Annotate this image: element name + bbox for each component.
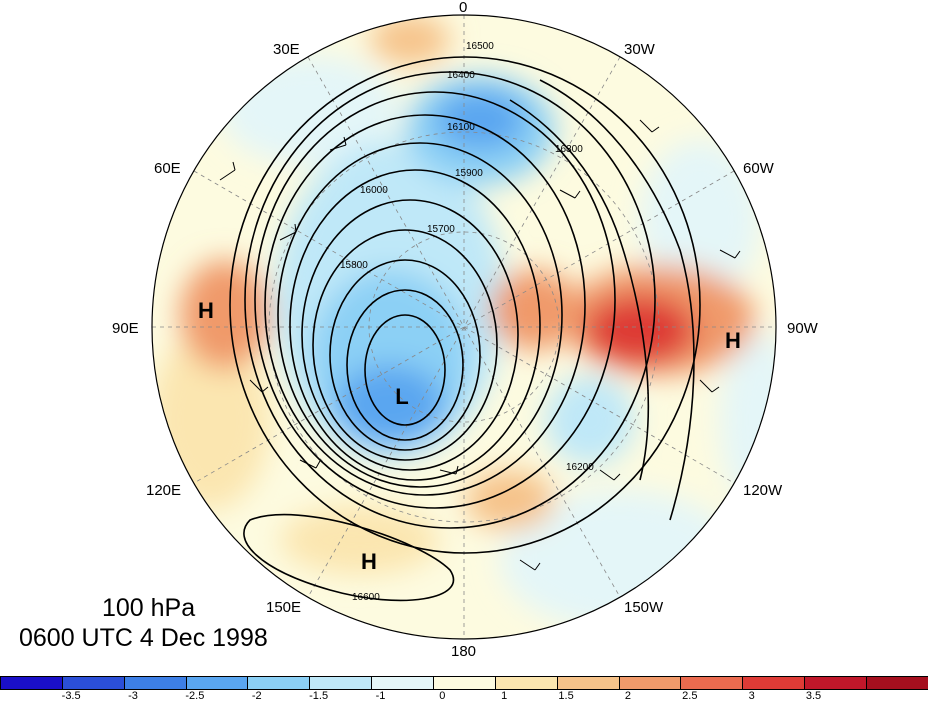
map-boundary (151, 14, 777, 640)
contour-label: 15700 (427, 224, 455, 235)
lon-label-60e: 60E (154, 160, 181, 177)
contour-label: 16400 (447, 70, 475, 81)
pressure-level-title: 100 hPa (102, 594, 196, 622)
contour-label: 15800 (340, 260, 368, 271)
colorbar-tick-label: -2 (251, 690, 262, 702)
lon-label-30e: 30E (273, 41, 300, 58)
colorbar-tick-label: 1.5 (558, 690, 574, 702)
lon-label-30w: 30W (624, 41, 655, 58)
colorbar-swatch (618, 677, 681, 689)
colorbar-ticks: -3.5 -3 -2.5 -2 -1.5 -1 0 1 1.5 2 2.5 3 3.5 (0, 690, 928, 702)
colorbar-tick-label: -1.5 (309, 690, 329, 702)
colorbar-tick-label: 2.5 (682, 690, 698, 702)
colorbar-tick-label: 1 (501, 690, 508, 702)
high-center-north-america: H (725, 328, 741, 353)
lon-label-90e: 90E (112, 320, 139, 337)
colorbar-swatch (866, 677, 928, 689)
colorbar-swatch (247, 677, 310, 689)
colorbar-tick-label: -1 (375, 690, 386, 702)
colorbar-tick-label: -3.5 (61, 690, 81, 702)
colorbar-swatch (61, 677, 124, 689)
colorbar-swatch (433, 677, 495, 689)
colorbar-swatch (0, 677, 62, 689)
valid-time-title: 0600 UTC 4 Dec 1998 (19, 624, 268, 652)
colorbar-swatch (371, 677, 434, 689)
high-center-pacific: H (361, 549, 377, 574)
high-center-east-siberia: H (198, 298, 214, 323)
colorbar-swatch (185, 677, 248, 689)
colorbar-tick-label: -3 (128, 690, 138, 702)
contour-label: 16200 (566, 462, 594, 473)
lon-label-180: 180 (451, 643, 477, 660)
lon-label-120e: 120E (146, 482, 182, 499)
lon-label-60w: 60W (743, 160, 774, 177)
lon-label-120w: 120W (743, 482, 783, 499)
lon-label-90w: 90W (787, 320, 818, 337)
anomaly-shading (152, 15, 776, 630)
contour-label: 16300 (555, 144, 583, 155)
colorbar-tick-label: -2.5 (185, 690, 205, 702)
colorbar-tick-label: 3 (748, 690, 755, 702)
contour-label: 16600 (352, 592, 380, 603)
contour-label: 16500 (466, 41, 494, 52)
colorbar-swatch (123, 677, 186, 689)
colorbar-tick-label: 2 (624, 690, 631, 702)
lon-label-0: 0 (459, 0, 468, 16)
contour-label: 16100 (447, 122, 475, 133)
lon-label-150e: 150E (266, 599, 302, 616)
colorbar-swatch (494, 677, 557, 689)
contour-label: 16000 (360, 185, 388, 196)
colorbar-swatch (309, 677, 372, 689)
low-center-polar-vortex: L (395, 384, 408, 409)
colorbar-swatch (556, 677, 619, 689)
colorbar-swatch (742, 677, 805, 689)
colorbar-tick-label: 3.5 (805, 690, 822, 702)
colorbar-swatch (680, 677, 743, 689)
height-contours (229, 56, 701, 602)
polar-stereographic-map: H H H L 16500 16400 16300 16200 16100 16… (151, 14, 777, 640)
contour-label: 15900 (455, 168, 483, 179)
colorbar-swatch (804, 677, 867, 689)
colorbar (0, 676, 928, 690)
lon-label-150w: 150W (624, 599, 664, 616)
wind-barbs (219, 119, 741, 571)
colorbar-tick-label: 0 (439, 690, 446, 702)
